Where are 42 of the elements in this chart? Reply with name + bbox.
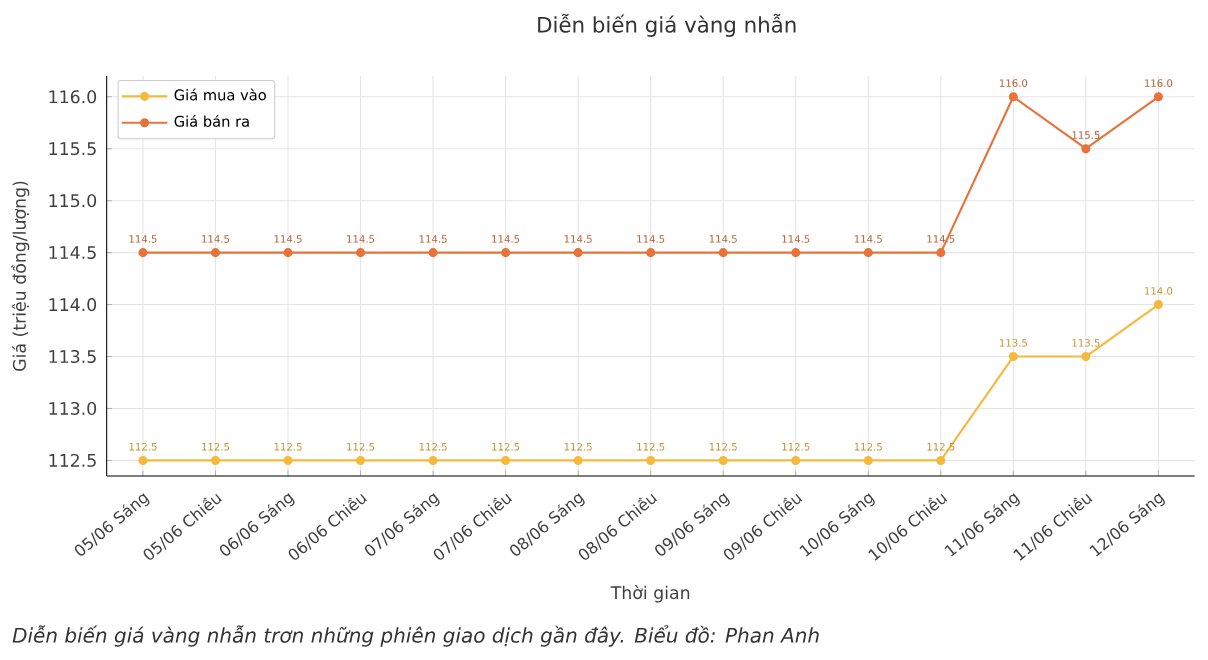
point	[138, 248, 148, 258]
chart-title: Diễn biến giá vàng nhẫn	[538, 13, 796, 37]
point	[573, 248, 583, 258]
point	[210, 455, 221, 465]
point	[863, 248, 873, 258]
point	[428, 455, 438, 465]
point	[283, 455, 293, 465]
point	[501, 248, 511, 258]
point	[646, 455, 656, 465]
y-tick-label: 113.0	[49, 401, 97, 416]
text: Diễn biến giá vàng nhẫn trơn những phiên giao dịch gần đây. Biểu đồ: Phan Anh	[12, 625, 819, 647]
point	[573, 455, 583, 465]
point	[356, 455, 366, 465]
point	[501, 455, 511, 465]
point	[1081, 351, 1091, 362]
point	[283, 248, 293, 258]
point	[936, 455, 946, 465]
point	[791, 455, 801, 465]
point	[1153, 92, 1163, 102]
point	[718, 248, 728, 258]
point	[1153, 300, 1163, 310]
y-tick-label: 114.0	[49, 298, 97, 312]
point	[428, 248, 438, 258]
y-tick-label: 113.5	[49, 349, 96, 364]
y-tick-label: 115.5	[49, 142, 96, 156]
point	[1008, 92, 1018, 102]
point	[1008, 351, 1018, 362]
point	[210, 248, 221, 258]
y-axis-title: Giá (triệu đồng/lượng)	[11, 181, 30, 371]
point	[138, 455, 148, 465]
point	[646, 248, 656, 258]
point	[718, 455, 728, 465]
point	[936, 248, 946, 258]
point	[791, 248, 801, 258]
point	[863, 455, 873, 465]
y-tick-label: 116.0	[49, 90, 97, 104]
y-tick-label: 114.5	[49, 246, 96, 260]
y-tick-label: 115.0	[49, 194, 97, 208]
point	[1081, 144, 1091, 154]
point	[356, 248, 366, 258]
x-axis-title: Thời gian	[610, 585, 690, 603]
y-tick-label: 112.5	[49, 453, 96, 467]
